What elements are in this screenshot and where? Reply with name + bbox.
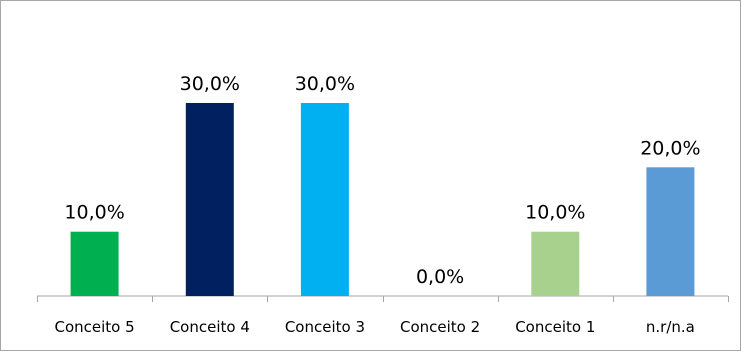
bar-conceito-3: [300, 103, 349, 296]
data-label: 30,0%: [180, 73, 240, 95]
bar-conceito-4: [185, 103, 234, 296]
plot-area: 10,0% Conceito 5 30,0% Conceito 4 30,0% Conce…: [37, 73, 729, 336]
data-label: 0,0%: [416, 266, 464, 288]
x-tick-label: Conceito 1: [515, 318, 595, 336]
bar-n-r-n-a: [646, 167, 695, 296]
x-tick-label: n.r/n.a: [646, 318, 695, 336]
x-tick-label: Conceito 3: [285, 318, 365, 336]
bar-conceito-1: [531, 231, 580, 296]
data-label: 20,0%: [640, 137, 700, 159]
x-tick-label: Conceito 2: [400, 318, 480, 336]
data-label: 30,0%: [295, 73, 355, 95]
data-label: 10,0%: [64, 202, 124, 224]
bar-conceito-5: [70, 231, 119, 296]
x-tick-label: Conceito 5: [55, 318, 135, 336]
data-label: 10,0%: [525, 202, 585, 224]
x-tick-label: Conceito 4: [170, 318, 250, 336]
